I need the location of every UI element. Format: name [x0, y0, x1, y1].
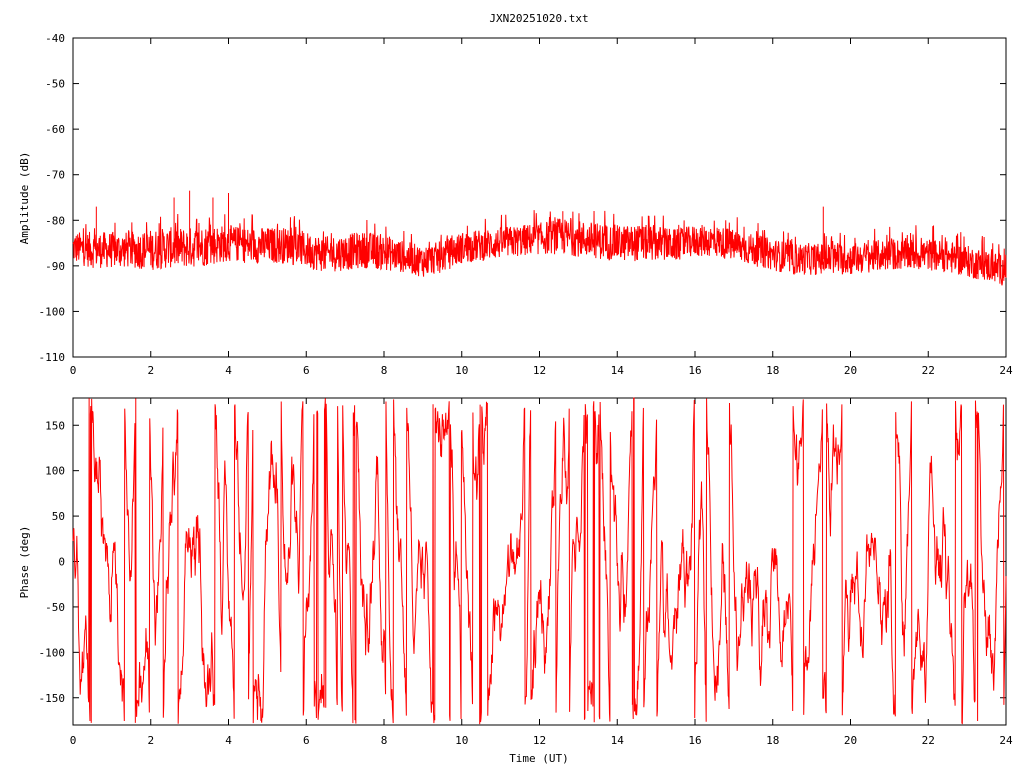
y-tick-label: 150: [45, 419, 65, 432]
amplitude-line: [72, 210, 1007, 286]
y-tick-label: -70: [45, 169, 65, 182]
y-tick-label: -80: [45, 214, 65, 227]
x-tick-label: 8: [381, 364, 388, 377]
x-tick-label: 18: [766, 364, 779, 377]
x-tick-label: 22: [922, 734, 935, 747]
phase-x-axis: 0 2 4 6 8 10 12 14 16 18 20 22 24: [70, 398, 1013, 747]
amplitude-y-axis: -40 -50 -60 -70 -80 -90 -100 -110: [39, 32, 1006, 364]
x-tick-label: 14: [611, 734, 625, 747]
y-tick-label: -100: [39, 305, 66, 318]
x-axis-label: Time (UT): [509, 752, 569, 765]
y-tick-label: -60: [45, 123, 65, 136]
x-tick-label: 0: [70, 364, 77, 377]
x-tick-label: 10: [455, 364, 468, 377]
amplitude-y-label: Amplitude (dB): [18, 152, 31, 245]
y-tick-label: 100: [45, 465, 65, 478]
y-tick-label: -50: [45, 78, 65, 91]
phase-y-axis: 150 100 50 0 -50 -100 -150: [39, 419, 1006, 705]
y-tick-label: -110: [39, 351, 66, 364]
phase-series: [72, 397, 1007, 725]
y-tick-label: 0: [58, 556, 65, 569]
chart-title: JXN20251020.txt: [489, 12, 588, 25]
x-tick-label: 18: [766, 734, 779, 747]
phase-y-label: Phase (deg): [18, 526, 31, 599]
y-tick-label: 50: [52, 510, 65, 523]
y-tick-label: -150: [39, 692, 66, 705]
phase-line: [72, 397, 1007, 725]
x-tick-label: 2: [147, 364, 154, 377]
x-tick-label: 6: [303, 734, 310, 747]
amplitude-series: [72, 190, 1007, 286]
x-tick-label: 4: [225, 734, 232, 747]
x-tick-label: 12: [533, 364, 546, 377]
amplitude-panel: -40-50-60-70-80-90-100-110 0 2 4 6 8 10 12 14 16…: [18, 32, 1013, 377]
x-tick-label: 22: [922, 364, 935, 377]
y-tick-label: -40: [45, 32, 65, 45]
x-tick-label: 20: [844, 364, 857, 377]
x-tick-label: 14: [611, 364, 625, 377]
y-tick-label: -90: [45, 260, 65, 273]
y-tick-label: -100: [39, 646, 66, 659]
x-tick-label: 4: [225, 364, 232, 377]
x-tick-label: 16: [688, 364, 701, 377]
x-tick-label: 6: [303, 364, 310, 377]
x-tick-label: 24: [999, 364, 1013, 377]
amplitude-x-axis: 0 2 4 6 8 10 12 14 16 18 20 22 24: [70, 38, 1013, 377]
x-tick-label: 10: [455, 734, 468, 747]
x-tick-label: 0: [70, 734, 77, 747]
x-tick-label: 12: [533, 734, 546, 747]
x-tick-label: 24: [999, 734, 1013, 747]
x-tick-label: 16: [688, 734, 701, 747]
x-tick-label: 20: [844, 734, 857, 747]
x-tick-label: 8: [381, 734, 388, 747]
y-tick-label: -50: [45, 601, 65, 614]
x-tick-label: 2: [147, 734, 154, 747]
